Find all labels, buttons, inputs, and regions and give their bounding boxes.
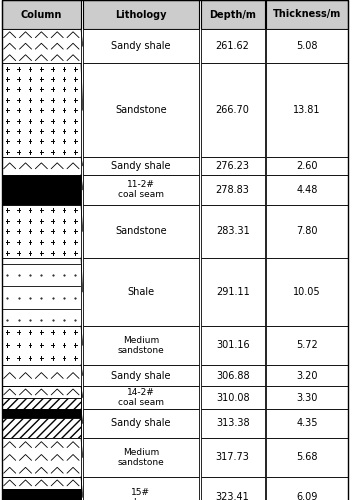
Bar: [201, 258, 265, 326]
Bar: [83, 326, 199, 364]
Bar: [266, 386, 348, 408]
Text: 13.81: 13.81: [293, 105, 321, 115]
Bar: [266, 258, 348, 326]
Bar: [83, 64, 199, 157]
Text: 261.62: 261.62: [216, 41, 250, 51]
Text: 10.05: 10.05: [293, 287, 321, 297]
Text: 313.38: 313.38: [216, 418, 250, 428]
Bar: [2, 64, 81, 157]
Text: 5.72: 5.72: [296, 340, 318, 350]
Bar: [2, 476, 81, 500]
Text: Column: Column: [21, 10, 62, 20]
Bar: [266, 364, 348, 386]
Bar: [201, 438, 265, 476]
Bar: [266, 408, 348, 438]
Text: 15#
coal seam: 15# coal seam: [118, 488, 164, 500]
Bar: [266, 476, 348, 500]
Text: Medium
sandstone: Medium sandstone: [118, 448, 164, 467]
Bar: [201, 364, 265, 386]
Text: 4.35: 4.35: [296, 418, 318, 428]
Text: Shale: Shale: [127, 287, 155, 297]
Bar: [2, 157, 81, 174]
Bar: [266, 29, 348, 64]
Bar: [201, 205, 265, 258]
Bar: [2, 174, 81, 205]
Bar: [83, 476, 199, 500]
Bar: [2, 326, 81, 364]
Bar: [2, 418, 81, 438]
Text: 7.80: 7.80: [296, 226, 318, 236]
Bar: [201, 408, 265, 438]
Bar: [2, 398, 81, 408]
Bar: [2, 205, 81, 258]
Bar: [201, 174, 265, 205]
Bar: [266, 205, 348, 258]
Text: 283.31: 283.31: [216, 226, 250, 236]
Text: 278.83: 278.83: [216, 185, 250, 195]
Bar: [2, 386, 81, 408]
Bar: [266, 0, 348, 29]
Text: Sandy shale: Sandy shale: [111, 370, 171, 380]
Bar: [2, 386, 81, 398]
Bar: [201, 0, 265, 29]
Text: 323.41: 323.41: [216, 492, 250, 500]
Text: 4.48: 4.48: [296, 185, 318, 195]
Bar: [83, 205, 199, 258]
Text: 3.20: 3.20: [296, 370, 318, 380]
Bar: [2, 408, 81, 418]
Text: 6.09: 6.09: [296, 492, 318, 500]
Text: Lithology: Lithology: [115, 10, 166, 20]
Bar: [2, 489, 81, 500]
Bar: [83, 408, 199, 438]
Text: 276.23: 276.23: [216, 161, 250, 171]
Text: 310.08: 310.08: [216, 392, 250, 402]
Text: Sandstone: Sandstone: [115, 226, 166, 236]
Text: 291.11: 291.11: [216, 287, 250, 297]
Text: 11-2#
coal seam: 11-2# coal seam: [118, 180, 164, 200]
Text: Sandy shale: Sandy shale: [111, 418, 171, 428]
Text: 306.88: 306.88: [216, 370, 250, 380]
Bar: [201, 64, 265, 157]
Text: 301.16: 301.16: [216, 340, 250, 350]
Bar: [266, 64, 348, 157]
Bar: [266, 326, 348, 364]
Bar: [266, 157, 348, 174]
Bar: [83, 29, 199, 64]
Bar: [83, 438, 199, 476]
Bar: [201, 386, 265, 408]
Bar: [2, 438, 81, 476]
Text: 5.68: 5.68: [296, 452, 318, 462]
Bar: [2, 29, 81, 64]
Text: Thickness/m: Thickness/m: [273, 10, 341, 20]
Bar: [2, 408, 81, 438]
Bar: [83, 364, 199, 386]
Bar: [201, 29, 265, 64]
Text: 14-2#
coal seam: 14-2# coal seam: [118, 388, 164, 407]
Text: 317.73: 317.73: [216, 452, 250, 462]
Text: 266.70: 266.70: [216, 105, 250, 115]
Bar: [83, 157, 199, 174]
Text: Sandy shale: Sandy shale: [111, 161, 171, 171]
Bar: [201, 326, 265, 364]
Text: Medium
sandstone: Medium sandstone: [118, 336, 164, 355]
Bar: [83, 174, 199, 205]
Bar: [2, 0, 81, 29]
Bar: [201, 157, 265, 174]
Bar: [201, 476, 265, 500]
Bar: [2, 258, 81, 326]
Text: Sandstone: Sandstone: [115, 105, 166, 115]
Bar: [266, 438, 348, 476]
Text: Sandy shale: Sandy shale: [111, 41, 171, 51]
Bar: [2, 476, 81, 489]
Text: 2.60: 2.60: [296, 161, 318, 171]
Bar: [2, 364, 81, 386]
Bar: [83, 258, 199, 326]
Bar: [266, 174, 348, 205]
Text: Depth/m: Depth/m: [209, 10, 256, 20]
Text: 5.08: 5.08: [296, 41, 318, 51]
Bar: [83, 0, 199, 29]
Bar: [83, 386, 199, 408]
Text: 3.30: 3.30: [296, 392, 318, 402]
